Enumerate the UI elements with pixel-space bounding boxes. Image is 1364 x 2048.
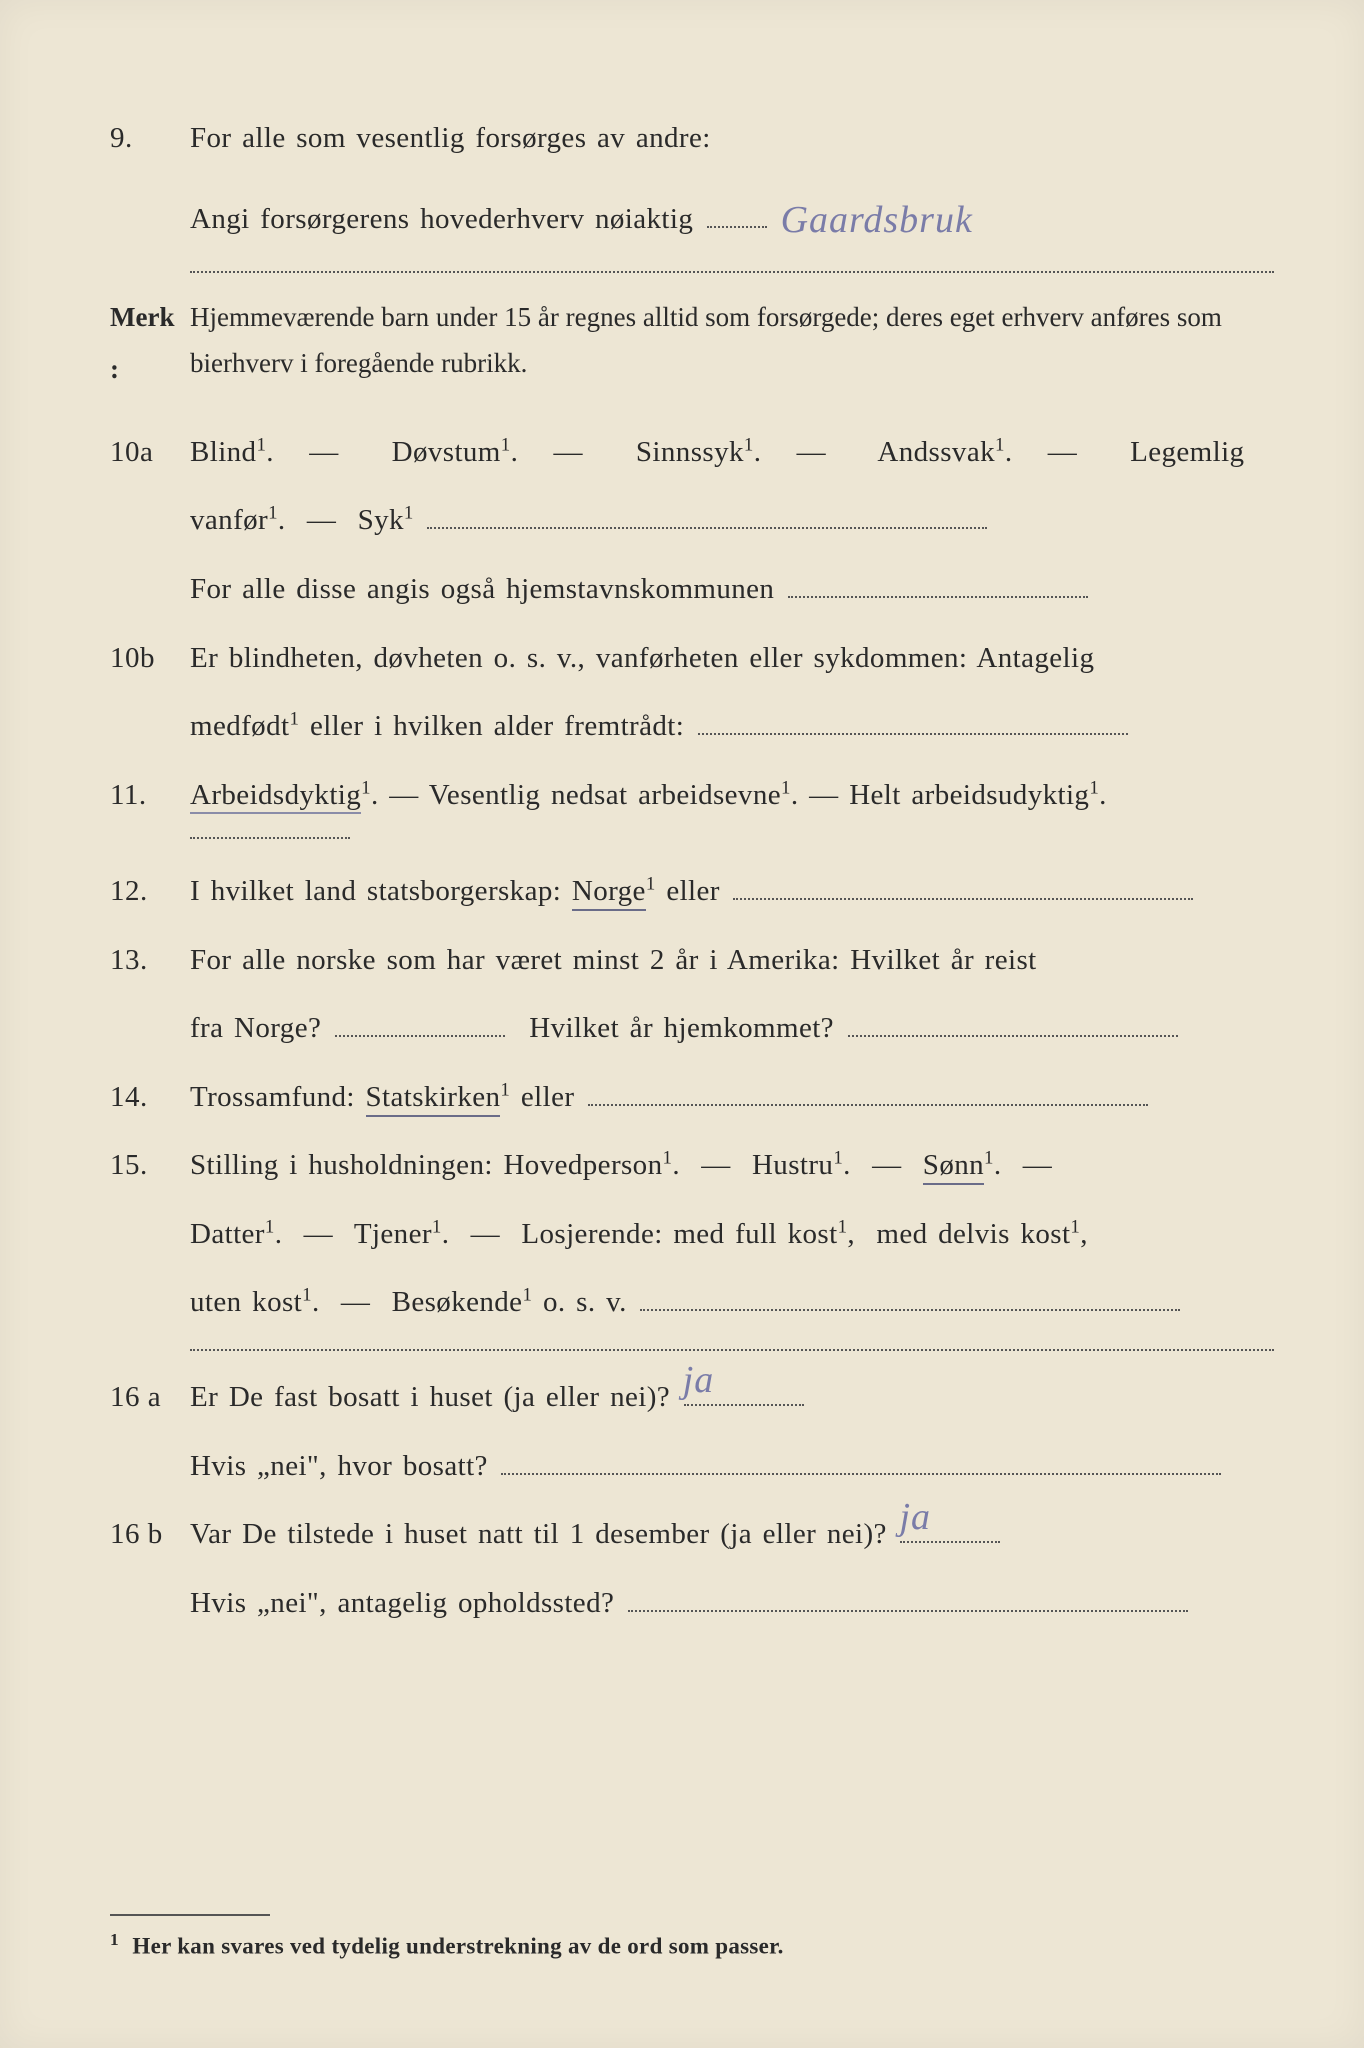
footnote-marker: 1 [110,1930,119,1949]
q16a-line2: Hvis „nei", hvor bosatt? [110,1438,1274,1495]
q12-number: 12. [110,863,190,920]
q16b-line2: Hvis „nei", antagelig opholdssted? [110,1575,1274,1632]
q10a-line2: For alle disse angis også hjemstavnskomm… [110,561,1274,618]
fill-line [707,201,767,228]
footnote: 1 Her kan svares ved tydelig understrekn… [110,1914,1274,1960]
q12-norge-underlined: Norge [572,875,646,911]
q15-sonn-underlined: Sønn [923,1149,984,1185]
q16b-handwritten-answer: ja [899,1480,931,1554]
q10b-text1: Er blindheten, døvheten o. s. v., vanfør… [190,630,1274,687]
q15-line1: 15. Stilling i husholdningen: Hovedperso… [110,1137,1274,1194]
q10a-line1b: vanfør1. — Syk1 [110,492,1274,549]
q13-line2: fra Norge? Hvilket år hjemkommet? [110,1000,1274,1057]
q14: 14. Trossamfund: Statskirken1 eller [110,1069,1274,1126]
fill-line [628,1585,1188,1612]
q10b-line1: 10b Er blindheten, døvheten o. s. v., va… [110,630,1274,687]
q11-opt-underlined: Arbeidsdyktig [190,779,361,814]
divider [190,271,1274,273]
q13-text1: For alle norske som har været minst 2 år… [190,932,1274,989]
q10b-number: 10b [110,630,190,687]
q9-text1: For alle som vesentlig forsørges av andr… [190,110,1274,167]
q9-handwritten-answer: Gaardsbruk [781,199,973,241]
footnote-rule [110,1914,270,1916]
q16b-number: 16 b [110,1506,190,1563]
q10a-line1: 10a Blind1. — Døvstum1. — Sinnssyk1. — A… [110,424,1274,481]
merk-note: Merk : Hjemmeværende barn under 15 år re… [110,291,1274,396]
q9-number: 9. [110,110,190,167]
fill-line [848,1011,1178,1038]
q13-number: 13. [110,932,190,989]
census-form-page: 9. For alle som vesentlig forsørges av a… [0,0,1364,2048]
divider-short [190,837,350,839]
fill-line [640,1285,1180,1312]
q15-line2: Datter1. — Tjener1. — Losjerende: med fu… [110,1206,1274,1263]
fill-line [733,874,1193,901]
q16a-line1: 16 a Er De fast bosatt i huset (ja eller… [110,1369,1274,1426]
q11: 11. Arbeidsdyktig1. — Vesentlig nedsat a… [110,767,1274,824]
fill-line [427,503,987,530]
q9-line1: 9. For alle som vesentlig forsørges av a… [110,110,1274,167]
fill-line [698,708,1128,735]
q14-statskirken-underlined: Statskirken [366,1081,501,1117]
divider [190,1349,1274,1351]
footnote-text: Her kan svares ved tydelig understreknin… [132,1934,783,1959]
merk-label: Merk : [110,291,190,396]
fill-line [788,571,1088,598]
q12: 12. I hvilket land statsborgerskap: Norg… [110,863,1274,920]
q11-number: 11. [110,767,190,824]
q10a-number: 10a [110,424,190,481]
q14-number: 14. [110,1069,190,1126]
fill-line [588,1079,1148,1106]
q9-line2: Angi forsørgerens hovederhverv nøiaktig … [110,179,1274,253]
fill-line [501,1448,1221,1475]
merk-text: Hjemmeværende barn under 15 år regnes al… [190,295,1274,387]
q16a-handwritten-answer: ja [683,1343,715,1417]
q10b-line2: medfødt1 eller i hvilken alder fremtrådt… [110,698,1274,755]
q16b-line1: 16 b Var De tilstede i huset natt til 1 … [110,1506,1274,1563]
q16a-number: 16 a [110,1369,190,1426]
q15-line3: uten kost1. — Besøkende1 o. s. v. [110,1274,1274,1331]
q13-line1: 13. For alle norske som har været minst … [110,932,1274,989]
q15-number: 15. [110,1137,190,1194]
q9-text2: Angi forsørgerens hovederhverv nøiaktig [190,203,693,235]
fill-line [335,1011,505,1038]
